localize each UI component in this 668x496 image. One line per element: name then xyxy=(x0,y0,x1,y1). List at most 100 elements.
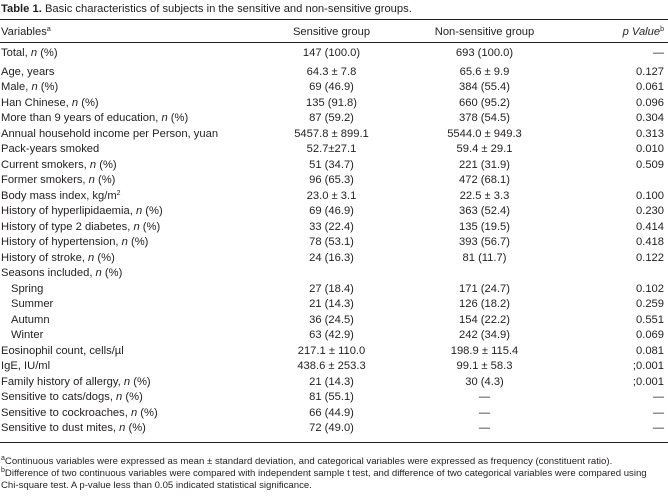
variable-label: Family history of allergy, n (%) xyxy=(1,375,151,388)
cell-sensitive: 217.1 ± 110.0 xyxy=(297,344,366,357)
cell-variable: Pack-years smoked xyxy=(0,142,266,158)
footnote-a-mark: a xyxy=(1,455,5,462)
table-body: Total, n (%) 147 (100.0) 693 (100.0) — Age, … xyxy=(0,42,668,436)
cell-variable: Total, n (%) xyxy=(0,42,266,64)
cell-pvalue: 0.509 xyxy=(636,158,664,171)
table-row: Autumn 36 (24.5) 154 (22.2) 0.551 xyxy=(0,312,668,328)
cell-variable: Annual household income per Person, yuan xyxy=(0,126,266,142)
table-row: Sensitive to cats/dogs, n (%) 81 (55.1) — — xyxy=(0,390,668,406)
variable-label: Seasons included, n (%) xyxy=(1,267,123,280)
variable-label: Winter xyxy=(11,329,44,342)
variable-label: Sensitive to cockroaches, n (%) xyxy=(1,406,158,419)
footnote-a: aContinuous variables were expressed as … xyxy=(1,455,665,468)
cell-pvalue: 0.061 xyxy=(636,81,664,94)
cell-nonsensitive: 660 (95.2) xyxy=(459,96,510,109)
cell-nonsensitive: — xyxy=(478,406,491,419)
cell-sensitive: 72 (49.0) xyxy=(309,422,354,435)
cell-variable: Current smokers, n (%) xyxy=(0,157,266,173)
n-symbol: n xyxy=(130,406,138,419)
variable-label: IgE, IU/ml xyxy=(1,360,51,373)
cell-pvalue: 0.418 xyxy=(636,236,664,249)
table-row: Han Chinese, n (%) 135 (91.8) 660 (95.2) 0.… xyxy=(0,95,668,111)
cell-sensitive: 96 (65.3) xyxy=(309,174,354,187)
footnotes: aContinuous variables were expressed as … xyxy=(1,455,665,492)
footnote-b-text: Difference of two continuous variables w… xyxy=(1,468,647,491)
cell-pvalue: 0.230 xyxy=(636,205,664,218)
n-symbol: n xyxy=(119,422,126,435)
characteristics-table: Variablesa Sensitive group Non-sensitive… xyxy=(0,21,668,436)
cell-variable: Winter xyxy=(0,328,266,344)
table-row: Male, n (%) 69 (46.9) 384 (55.4) 0.061 xyxy=(0,80,668,96)
cell-variable: Family history of allergy, n (%) xyxy=(0,374,266,390)
cell-sensitive: 135 (91.8) xyxy=(306,96,357,109)
cell-variable: Male, n (%) xyxy=(0,80,266,96)
cell-nonsensitive: 126 (18.2) xyxy=(459,298,510,311)
variable-label: Sensitive to dust mites, n (%) xyxy=(1,422,146,435)
cell-sensitive: 5457.8 ± 899.1 xyxy=(294,127,369,140)
cell-pvalue: 0.313 xyxy=(636,127,664,140)
cell-nonsensitive: 363 (52.4) xyxy=(459,205,510,218)
table-row: Former smokers, n (%) 96 (65.3) 472 (68.1) xyxy=(0,173,668,189)
n-symbol: n xyxy=(123,375,131,388)
cell-pvalue: 0.102 xyxy=(636,282,664,295)
cell-nonsensitive: 198.9 ± 115.4 xyxy=(450,344,519,357)
header-variables-sup: a xyxy=(46,25,51,33)
cell-nonsensitive: 135 (19.5) xyxy=(459,220,510,233)
footnote-b-mark: b xyxy=(1,467,5,474)
top-rule xyxy=(0,19,668,20)
cell-sensitive: 69 (46.9) xyxy=(309,205,354,218)
cell-sensitive: 27 (18.4) xyxy=(309,282,354,295)
table-row: IgE, IU/ml 438.6 ± 253.3 99.1 ± 58.3 ;0.001 xyxy=(0,359,668,375)
cell-variable: Sensitive to cockroaches, n (%) xyxy=(0,405,266,421)
variable-label: Current smokers, n (%) xyxy=(1,158,117,171)
header-pvalue-text: p Value xyxy=(622,25,661,38)
cell-nonsensitive: 378 (54.5) xyxy=(459,112,510,125)
cell-sensitive: 52.7±27.1 xyxy=(306,143,357,156)
cell-nonsensitive: 384 (55.4) xyxy=(459,81,510,94)
cell-sensitive: 81 (55.1) xyxy=(309,391,354,404)
cell-sensitive: 64.3 ± 7.8 xyxy=(306,65,357,78)
footnote-a-text: Continuous variables were expressed as m… xyxy=(4,456,613,467)
cell-sensitive: 147 (100.0) xyxy=(302,47,361,59)
cell-variable: History of stroke, n (%) xyxy=(0,250,266,266)
cell-nonsensitive: 5544.0 ± 949.3 xyxy=(447,127,522,140)
footnote-b: bDifference of two continuous variables … xyxy=(1,467,665,492)
table-row: Body mass index, kg/m2 23.0 ± 3.1 22.5 ± 3… xyxy=(0,188,668,204)
table-row: Winter 63 (42.9) 242 (34.9) 0.069 xyxy=(0,328,668,344)
cell-nonsensitive: 242 (34.9) xyxy=(459,329,510,342)
table-row: Sensitive to dust mites, n (%) 72 (49.0) —… xyxy=(0,421,668,437)
cell-sensitive xyxy=(266,266,397,282)
cell-variable: Seasons included, n (%) xyxy=(0,266,266,282)
cell-variable: Sensitive to cats/dogs, n (%) xyxy=(0,390,266,406)
n-symbol: n xyxy=(135,205,143,218)
table-row: Current smokers, n (%) 51 (34.7) 221 (31.9… xyxy=(0,157,668,173)
table-row: Sensitive to cockroaches, n (%) 66 (44.9)… xyxy=(0,405,668,421)
table-row: History of type 2 diabetes, n (%) 33 (22.… xyxy=(0,219,668,235)
cell-variable: Spring xyxy=(0,281,266,297)
cell-pvalue: — xyxy=(652,422,664,435)
table-row: Summer 21 (14.3) 126 (18.2) 0.259 xyxy=(0,297,668,313)
table-row: Family history of allergy, n (%) 21 (14.3… xyxy=(0,374,668,390)
variable-label: Sensitive to cats/dogs, n (%) xyxy=(1,391,143,404)
table-row: History of hyperlipidaemia, n (%) 69 (46.… xyxy=(0,204,668,220)
cell-variable: Former smokers, n (%) xyxy=(0,173,266,189)
cell-nonsensitive: 59.4 ± 29.1 xyxy=(456,143,513,156)
cell-pvalue: 0.414 xyxy=(636,220,664,233)
n-symbol: n xyxy=(121,236,128,249)
cell-nonsensitive: — xyxy=(478,422,491,435)
caption-label: Table 1. xyxy=(1,3,42,15)
cell-sensitive: 66 (44.9) xyxy=(309,406,354,419)
variable-label: Summer xyxy=(11,298,54,311)
header-variables-text: Variables xyxy=(1,25,47,38)
variable-label: Pack-years smoked xyxy=(1,143,100,156)
table-row: Total, n (%) 147 (100.0) 693 (100.0) — xyxy=(0,42,668,64)
n-symbol: n xyxy=(116,391,123,404)
cell-nonsensitive: 221 (31.9) xyxy=(459,158,510,171)
n-symbol: n xyxy=(88,174,95,187)
cell-variable: History of hyperlipidaemia, n (%) xyxy=(0,204,266,220)
cell-pvalue: 0.069 xyxy=(636,329,664,342)
cell-pvalue: 0.304 xyxy=(636,112,664,125)
cell-sensitive: 33 (22.4) xyxy=(309,220,354,233)
cell-sensitive: 23.0 ± 3.1 xyxy=(306,189,357,202)
